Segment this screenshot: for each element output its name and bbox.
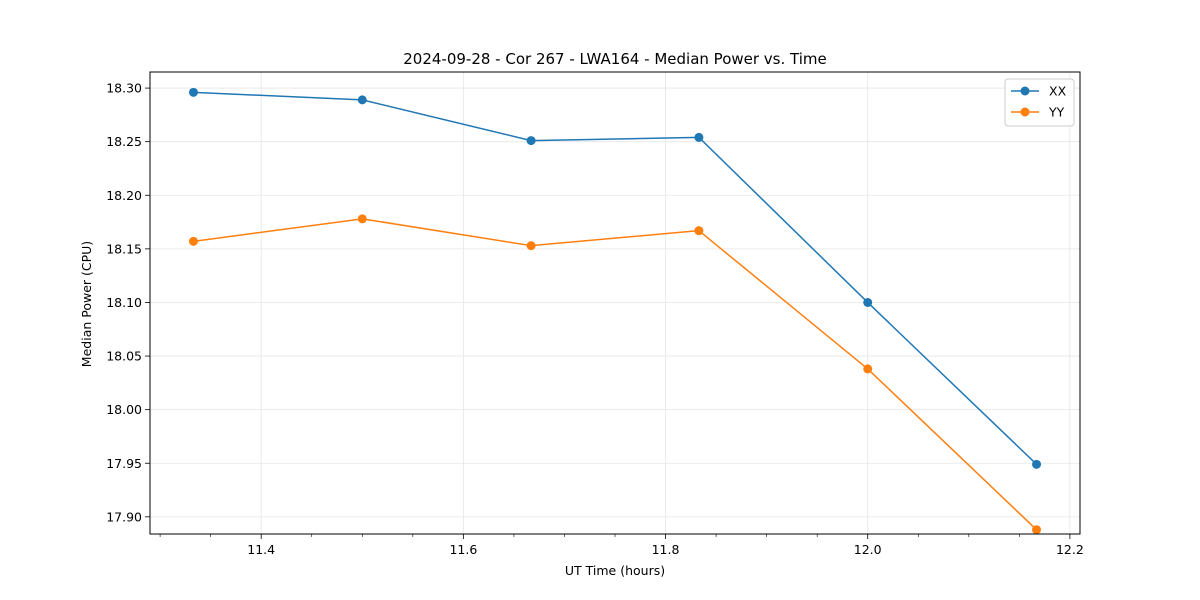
legend-label-xx: XX bbox=[1049, 84, 1067, 99]
legend-marker-yy bbox=[1020, 107, 1030, 117]
y-tick-label: 17.95 bbox=[106, 456, 142, 471]
x-tick-label: 11.8 bbox=[652, 542, 680, 557]
series-line-xx bbox=[193, 91, 1038, 465]
tick-layer: 11.4 11.6 11.8 12.0 12.2 17.90 17.95 18.00 18.05… bbox=[106, 81, 1084, 557]
x-axis-label: UT Time (hours) bbox=[565, 563, 665, 578]
y-tick-label: 18.20 bbox=[106, 188, 142, 203]
y-tick-label: 18.05 bbox=[106, 349, 142, 364]
x-tick-label: 11.4 bbox=[247, 542, 275, 557]
data-point-xx bbox=[526, 136, 536, 146]
data-point-xx bbox=[863, 297, 873, 307]
y-tick-label: 18.10 bbox=[106, 295, 142, 310]
legend-label-yy: YY bbox=[1048, 105, 1065, 120]
legend-marker-xx bbox=[1020, 86, 1030, 96]
legend: XX YY bbox=[1004, 78, 1075, 127]
y-tick-label: 18.00 bbox=[106, 402, 142, 417]
y-tick-label: 17.90 bbox=[106, 509, 142, 524]
x-tick-label: 12.0 bbox=[854, 542, 882, 557]
x-tick-label: 11.6 bbox=[449, 542, 477, 557]
data-point-yy bbox=[526, 241, 536, 251]
y-tick-label: 18.15 bbox=[106, 241, 142, 256]
series-layer bbox=[188, 87, 1042, 535]
y-axis-label: Median Power (CPU) bbox=[79, 241, 94, 367]
data-point-yy bbox=[1032, 525, 1042, 535]
data-point-yy bbox=[188, 236, 198, 246]
series-line-yy bbox=[193, 218, 1038, 531]
data-point-xx bbox=[357, 95, 367, 105]
grid-layer bbox=[150, 72, 1080, 534]
data-point-yy bbox=[357, 214, 367, 224]
data-point-xx bbox=[694, 132, 704, 142]
data-point-xx bbox=[1032, 459, 1042, 469]
data-point-yy bbox=[863, 364, 873, 374]
x-tick-label: 12.2 bbox=[1056, 542, 1084, 557]
data-point-yy bbox=[694, 226, 704, 236]
y-tick-label: 18.30 bbox=[106, 81, 142, 96]
data-point-xx bbox=[188, 87, 198, 97]
y-tick-label: 18.25 bbox=[106, 134, 142, 149]
chart-title: 2024-09-28 - Cor 267 - LWA164 - Median P… bbox=[403, 50, 827, 68]
